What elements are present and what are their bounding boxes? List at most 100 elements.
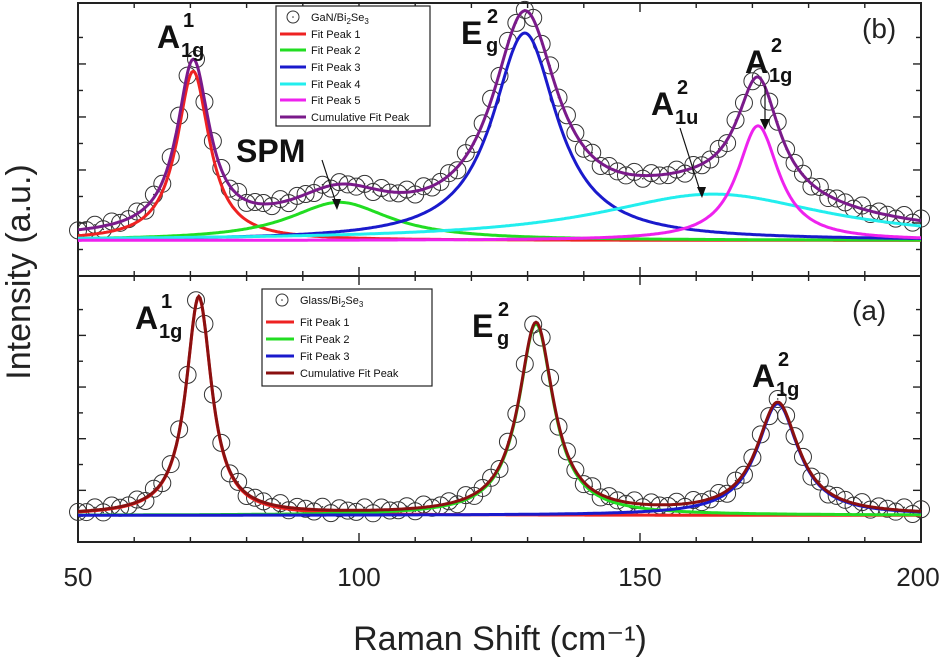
data-point-b-21	[246, 192, 265, 211]
data-point-b-17	[212, 158, 231, 177]
data-point-dot-a-34	[363, 506, 366, 509]
legend-b-label-peak2: Fit Peak 2	[311, 45, 361, 57]
data-point-b-52	[507, 13, 526, 32]
annot-a-a1g: A 1 1g	[135, 291, 182, 343]
annot-b-e2g: E 2 g	[461, 6, 498, 57]
data-point-b-60	[574, 139, 593, 158]
legend-a-marker-circle	[275, 293, 289, 307]
data-point-dot-a-83	[776, 398, 779, 400]
annot-a-e2g: E 2 g	[472, 299, 509, 350]
data-point-dot-a-39	[405, 505, 408, 508]
annot-a-a1g-sub: 1g	[159, 321, 182, 343]
annot-b-spm-arrow	[321, 159, 338, 207]
data-point-b-81	[751, 68, 770, 87]
data-point-a-79	[734, 465, 753, 484]
legend-b-label-peak4: Fit Peak 4	[311, 79, 361, 91]
legend-b-label-cumulative: Cumulative Fit Peak	[311, 112, 410, 124]
data-point-dot-a-100	[920, 508, 922, 511]
series-a-cumulative-fit	[78, 293, 922, 513]
panel-b-tag: (b)	[862, 13, 896, 44]
data-point-b-27	[296, 184, 315, 203]
data-point-dot-b-61	[591, 151, 594, 154]
data-point-a-88	[810, 472, 829, 491]
data-point-a-85	[785, 427, 804, 446]
annot-a-a1g-main: A	[135, 300, 158, 336]
data-point-b-8	[136, 201, 155, 220]
data-point-a-77	[718, 484, 737, 503]
legend-a-data-label: Glass/Bi2Se3	[300, 295, 364, 309]
data-point-dot-b-72	[684, 172, 686, 175]
data-point-b-77	[718, 134, 737, 153]
panel-a-plot	[69, 291, 930, 523]
data-point-a-58	[557, 442, 576, 461]
annot-b-e2g-main: E	[461, 15, 482, 51]
legend-a-label-peak2: Fit Peak 2	[300, 334, 350, 346]
legend-b-label-peak3: Fit Peak 3	[311, 62, 361, 74]
data-point-dot-a-2	[94, 506, 96, 509]
data-point-a-31	[330, 499, 349, 518]
annot-b-e2g-sub: g	[486, 35, 498, 57]
data-point-dot-b-98	[903, 214, 905, 216]
data-point-b-49	[482, 89, 501, 108]
annot-b-a21u-arrowhead	[697, 187, 706, 198]
data-point-a-84	[777, 406, 796, 425]
data-point-dot-b-100	[920, 217, 922, 220]
data-point-a-81	[751, 425, 770, 444]
annot-a-e2g-sup: 2	[498, 299, 509, 321]
annot-a-a21g-main: A	[752, 358, 775, 394]
series-b-fit-peak-5	[78, 124, 921, 242]
data-point-dot-a-9	[153, 487, 155, 490]
data-point-b-82	[760, 92, 779, 111]
annot-a-a21g-sup: 2	[778, 349, 789, 371]
data-point-b-44	[439, 164, 458, 183]
annot-a-e2g-main: E	[472, 308, 493, 344]
data-point-dot-b-88	[819, 186, 821, 188]
data-point-dot-a-98	[903, 506, 905, 509]
series-b-fit-peak-4	[78, 192, 922, 240]
data-point-a-100	[912, 500, 930, 519]
annot-b-a1g: A 1 1g	[157, 10, 204, 62]
data-point-a-89	[819, 485, 838, 504]
data-point-b-79	[734, 93, 753, 112]
data-point-dot-b-45	[456, 169, 459, 172]
data-point-b-58	[557, 106, 576, 125]
data-point-b-45	[448, 161, 467, 180]
data-point-dot-a-88	[819, 480, 821, 483]
data-point-b-84	[777, 140, 796, 159]
data-point-b-54	[524, 8, 543, 27]
annot-b-e2g-sup: 2	[487, 6, 498, 28]
data-point-dot-a-71	[675, 500, 678, 503]
data-point-b-31	[330, 173, 349, 192]
legend-a-marker-dot	[281, 299, 283, 301]
data-point-dot-a-61	[591, 485, 594, 488]
annot-b-a1g-sup: 1	[183, 10, 194, 32]
data-point-dot-b-66	[633, 171, 636, 173]
annot-b-a21u: A 2 1u	[651, 77, 698, 129]
legend-b-label-peak5: Fit Peak 5	[311, 95, 361, 107]
legend-panel-b: GaN/Bi2Se3 Fit Peak 1 Fit Peak 2 Fit Pea…	[275, 5, 431, 127]
series-b-cumulative-fit	[77, 9, 922, 232]
annot-a-a21g: A 2 1g	[752, 349, 799, 401]
panel-a-tag: (a)	[852, 295, 886, 326]
annot-b-a21g: A 2 1g	[745, 35, 792, 87]
x-tick-label-200: 200	[896, 562, 939, 592]
data-point-dot-b-2	[94, 223, 96, 226]
legend-a-label-peak1: Fit Peak 1	[300, 317, 350, 329]
annot-b-a1g-main: A	[157, 19, 180, 55]
data-point-b-59	[566, 124, 585, 143]
data-point-dot-b-3	[102, 228, 105, 231]
annot-b-a1g-sub: 1g	[181, 40, 204, 62]
data-point-dot-b-25	[287, 202, 290, 204]
legend-a-label-peak3: Fit Peak 3	[300, 351, 350, 363]
annot-a-a21g-sub: 1g	[776, 379, 799, 401]
data-point-dot-b-34	[363, 183, 366, 185]
data-point-dot-a-66	[633, 499, 636, 502]
data-point-b-90	[827, 189, 846, 208]
y-axis-title: Intensity (a.u.)	[0, 164, 38, 379]
x-axis-title: Raman Shift (cm⁻¹)	[353, 620, 647, 658]
legend-b-label-peak1: Fit Peak 1	[311, 29, 361, 41]
data-point-b-86	[793, 164, 812, 183]
series-b-fit-peak-3	[78, 31, 921, 241]
data-point-a-19	[229, 472, 248, 491]
